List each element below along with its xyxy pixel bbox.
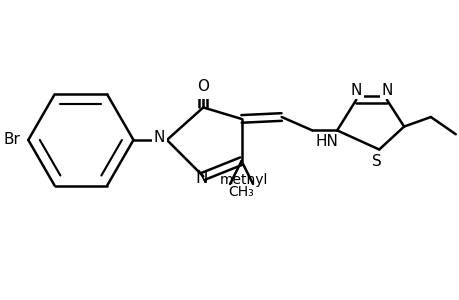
Text: O: O — [197, 83, 209, 98]
Text: N: N — [381, 83, 392, 98]
Text: CH₃: CH₃ — [228, 184, 254, 199]
Text: S: S — [372, 154, 381, 169]
Text: O: O — [197, 79, 209, 94]
Text: N: N — [350, 83, 361, 98]
Text: N: N — [195, 169, 207, 187]
Text: methyl: methyl — [219, 173, 267, 187]
Text: HN: HN — [314, 134, 337, 149]
Text: Br: Br — [4, 133, 21, 148]
Text: N: N — [153, 130, 165, 145]
